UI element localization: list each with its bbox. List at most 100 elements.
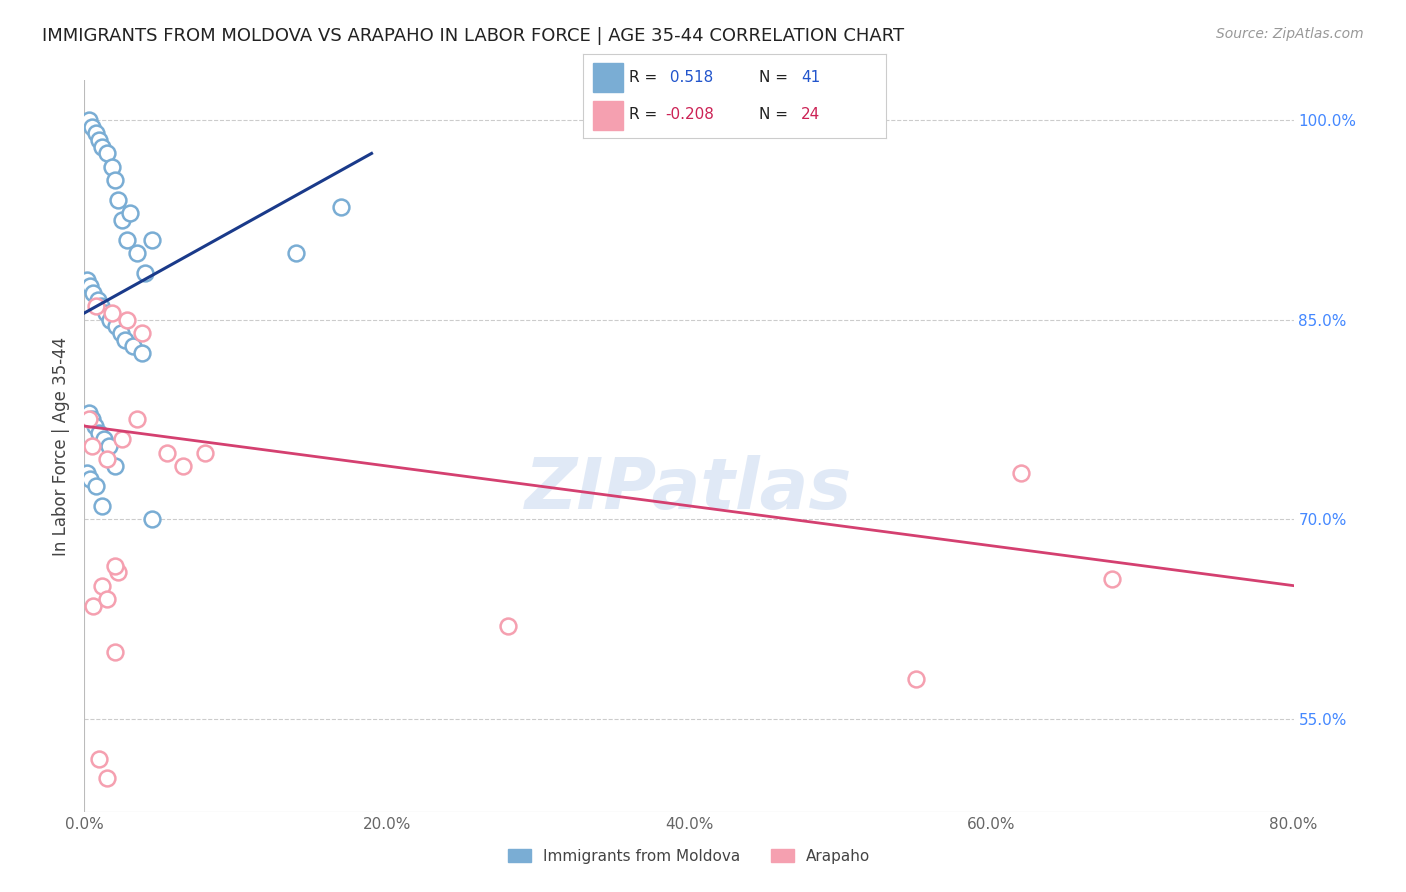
- Point: [84, 419, 107, 434]
- Point: [77, 412, 100, 426]
- Point: [77, 113, 100, 128]
- Point: [89, 751, 111, 765]
- Text: IMMIGRANTS FROM MOLDOVA VS ARAPAHO IN LABOR FORCE | AGE 35-44 CORRELATION CHART: IMMIGRANTS FROM MOLDOVA VS ARAPAHO IN LA…: [42, 27, 904, 45]
- Point: [86, 299, 108, 313]
- Point: [86, 127, 108, 141]
- Text: N =: N =: [759, 107, 793, 122]
- Point: [115, 312, 138, 326]
- Point: [330, 200, 353, 214]
- Text: Source: ZipAtlas.com: Source: ZipAtlas.com: [1216, 27, 1364, 41]
- Point: [91, 140, 114, 154]
- Point: [156, 445, 179, 459]
- Text: -0.208: -0.208: [665, 107, 714, 122]
- Point: [131, 326, 153, 340]
- Point: [904, 672, 927, 686]
- Point: [79, 279, 101, 293]
- Point: [96, 452, 118, 467]
- Point: [111, 213, 134, 227]
- Text: ZIPatlas: ZIPatlas: [526, 456, 852, 524]
- Point: [91, 140, 114, 154]
- Point: [96, 772, 118, 786]
- Point: [100, 306, 122, 320]
- Point: [904, 672, 927, 686]
- Point: [100, 160, 122, 174]
- Point: [121, 339, 143, 353]
- Point: [96, 772, 118, 786]
- Point: [107, 193, 129, 207]
- Point: [141, 512, 163, 526]
- Point: [86, 299, 108, 313]
- Point: [111, 213, 134, 227]
- Point: [82, 286, 104, 301]
- Point: [104, 458, 127, 473]
- Point: [104, 558, 127, 573]
- Point: [86, 127, 108, 141]
- Point: [107, 193, 129, 207]
- Point: [1101, 572, 1123, 586]
- Point: [93, 433, 115, 447]
- Point: [93, 433, 115, 447]
- Point: [98, 312, 121, 326]
- FancyBboxPatch shape: [592, 101, 623, 130]
- Point: [96, 146, 118, 161]
- Text: R =: R =: [628, 107, 662, 122]
- Point: [76, 466, 98, 480]
- Point: [285, 246, 308, 260]
- Y-axis label: In Labor Force | Age 35-44: In Labor Force | Age 35-44: [52, 336, 70, 556]
- Point: [104, 173, 127, 187]
- Point: [104, 173, 127, 187]
- Point: [172, 458, 194, 473]
- Point: [89, 425, 111, 440]
- Point: [496, 618, 519, 632]
- Point: [91, 499, 114, 513]
- Point: [82, 599, 104, 613]
- Point: [96, 146, 118, 161]
- Text: N =: N =: [759, 70, 793, 85]
- Legend: Immigrants from Moldova, Arapaho: Immigrants from Moldova, Arapaho: [502, 843, 876, 870]
- Text: 41: 41: [801, 70, 820, 85]
- Point: [115, 233, 138, 247]
- Point: [97, 439, 120, 453]
- Point: [104, 558, 127, 573]
- Point: [111, 433, 134, 447]
- Point: [127, 246, 149, 260]
- Point: [141, 233, 163, 247]
- Point: [80, 120, 103, 134]
- Point: [107, 566, 129, 580]
- Point: [496, 618, 519, 632]
- Point: [79, 472, 101, 486]
- Point: [115, 233, 138, 247]
- Point: [86, 479, 108, 493]
- Point: [89, 751, 111, 765]
- Point: [194, 445, 217, 459]
- Point: [127, 246, 149, 260]
- Point: [91, 579, 114, 593]
- Point: [79, 279, 101, 293]
- Text: R =: R =: [628, 70, 662, 85]
- Point: [84, 419, 107, 434]
- Point: [105, 319, 128, 334]
- Point: [76, 273, 98, 287]
- Point: [82, 286, 104, 301]
- Point: [89, 133, 111, 147]
- Point: [131, 346, 153, 360]
- Text: 0.518: 0.518: [665, 70, 713, 85]
- Point: [127, 412, 149, 426]
- Point: [96, 591, 118, 606]
- Point: [127, 412, 149, 426]
- Point: [105, 319, 128, 334]
- Point: [80, 120, 103, 134]
- Point: [110, 326, 132, 340]
- Point: [90, 299, 112, 313]
- Point: [94, 306, 117, 320]
- Point: [131, 326, 153, 340]
- Point: [77, 406, 100, 420]
- Point: [330, 200, 353, 214]
- Point: [76, 466, 98, 480]
- FancyBboxPatch shape: [592, 62, 623, 92]
- Point: [90, 299, 112, 313]
- Point: [110, 326, 132, 340]
- Point: [94, 306, 117, 320]
- Point: [77, 113, 100, 128]
- Point: [79, 472, 101, 486]
